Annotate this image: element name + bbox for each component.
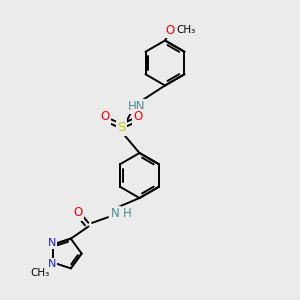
Text: O: O xyxy=(74,206,82,220)
Text: N: N xyxy=(48,238,56,248)
Text: CH₃: CH₃ xyxy=(176,25,196,35)
Text: N: N xyxy=(110,207,119,220)
Text: CH₃: CH₃ xyxy=(30,268,49,278)
Text: H: H xyxy=(123,207,132,220)
Text: O: O xyxy=(166,23,175,37)
Text: S: S xyxy=(117,121,126,134)
Text: HN: HN xyxy=(128,100,145,113)
Text: O: O xyxy=(100,110,109,124)
Text: N: N xyxy=(48,259,56,269)
Text: O: O xyxy=(134,110,142,124)
